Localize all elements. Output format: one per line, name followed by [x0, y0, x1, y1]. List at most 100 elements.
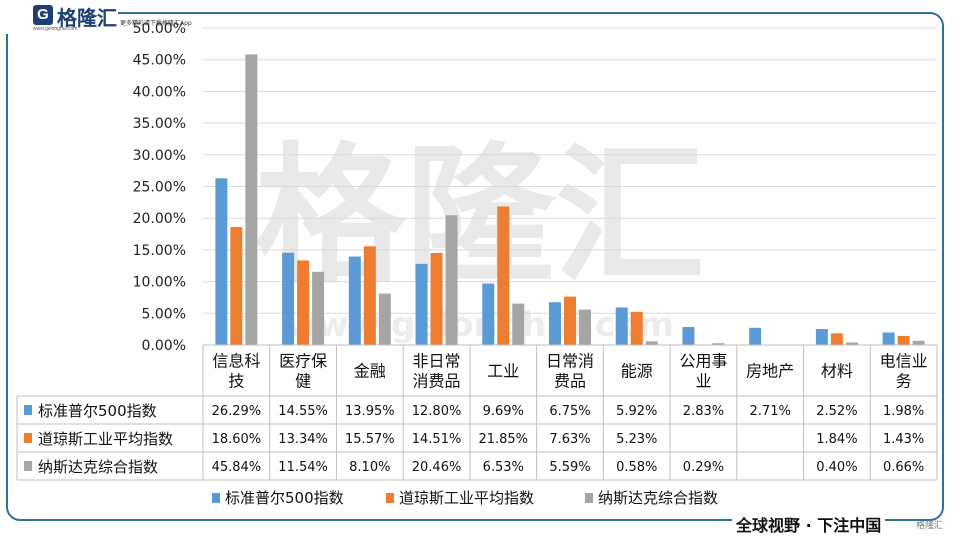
bar	[549, 302, 561, 345]
y-tick-label: 0.00%	[142, 338, 186, 354]
bar	[415, 263, 428, 345]
logo-icon: G	[33, 5, 53, 25]
y-tick-label: 5.00%	[142, 306, 186, 322]
data-label: 2.52%	[816, 404, 857, 419]
footer-slogan: 全球视野 · 下注中国	[732, 512, 886, 536]
data-label: 18.60%	[212, 432, 262, 447]
legend-label: 道琼斯工业平均指数	[399, 489, 534, 507]
data-label: 12.80%	[412, 404, 462, 419]
brand-tagline: 更多精彩请下载格隆汇App	[120, 20, 192, 27]
corner-watermark: 格隆汇	[916, 521, 944, 531]
bar	[579, 309, 591, 345]
bar	[615, 307, 628, 345]
data-label: 13.95%	[345, 404, 395, 419]
bar	[482, 283, 495, 345]
category-label: 健	[295, 372, 311, 391]
row-series-name: 标准普尔500指数	[38, 402, 157, 420]
data-label: 13.34%	[278, 432, 328, 447]
bar	[564, 296, 576, 345]
bar	[312, 271, 325, 345]
y-tick-label: 40.00%	[133, 84, 186, 100]
data-label: 11.54%	[278, 460, 328, 475]
y-tick-label: 30.00%	[133, 148, 186, 164]
y-tick-label: 15.00%	[133, 243, 186, 259]
brand-url: www.gelonghui.com	[33, 26, 78, 32]
data-label: 14.51%	[412, 432, 462, 447]
category-label: 消费品	[413, 372, 461, 391]
category-label: 金融	[354, 362, 386, 381]
legend-swatch	[212, 493, 220, 503]
data-label: 9.69%	[483, 404, 524, 419]
bar	[430, 253, 443, 345]
category-label: 费品	[554, 372, 586, 391]
legend-swatch	[386, 493, 394, 503]
y-tick-label: 35.00%	[133, 116, 186, 132]
y-tick-label: 20.00%	[133, 211, 186, 227]
data-label: 15.57%	[345, 432, 395, 447]
brand-name: 格隆汇	[57, 6, 117, 30]
legend-swatch	[585, 493, 593, 503]
category-label: 日常消	[546, 352, 594, 371]
data-label: 2.83%	[683, 404, 724, 419]
brand-logo: G 格隆汇 www.gelonghui.com	[0, 0, 118, 34]
bar	[749, 327, 762, 345]
row-series-name: 纳斯达克综合指数	[38, 458, 158, 476]
category-label: 房地产	[746, 362, 794, 381]
bar	[245, 54, 258, 346]
bar	[230, 227, 243, 345]
bar	[215, 178, 228, 345]
data-label: 2.71%	[750, 404, 791, 419]
data-label: 0.66%	[883, 460, 924, 475]
bar	[912, 340, 925, 345]
bar	[378, 293, 391, 345]
category-label: 业	[695, 372, 711, 391]
bar	[645, 341, 658, 345]
data-label: 6.53%	[483, 460, 524, 475]
data-label: 7.63%	[549, 432, 590, 447]
data-label: 1.84%	[816, 432, 857, 447]
chart-frame	[6, 12, 944, 521]
y-tick-label: 10.00%	[133, 275, 186, 291]
bar	[297, 260, 310, 345]
category-label: 信息科	[212, 352, 260, 371]
legend-label: 纳斯达克综合指数	[598, 489, 718, 507]
bar	[282, 252, 295, 345]
category-label: 医疗保	[279, 352, 327, 371]
data-label: 8.10%	[349, 460, 390, 475]
bar	[712, 343, 725, 345]
bar	[845, 342, 858, 345]
bar	[363, 246, 376, 345]
bar	[512, 303, 525, 345]
category-label: 工业	[487, 362, 519, 381]
bar	[630, 311, 643, 345]
category-label: 材料	[821, 362, 853, 381]
category-label: 能源	[621, 362, 653, 381]
category-label: 电信业	[880, 352, 928, 371]
data-label: 21.85%	[478, 432, 528, 447]
data-label: 0.29%	[683, 460, 724, 475]
data-label: 45.84%	[212, 460, 262, 475]
category-label: 公用事	[679, 352, 727, 371]
data-label: 26.29%	[212, 404, 262, 419]
y-tick-label: 45.00%	[133, 53, 186, 69]
bar	[830, 333, 843, 345]
data-label: 14.55%	[278, 404, 328, 419]
bar	[445, 215, 458, 345]
row-series-name: 道琼斯工业平均指数	[38, 430, 173, 448]
data-label: 20.46%	[412, 460, 462, 475]
bar	[882, 332, 895, 345]
legend-label: 标准普尔500指数	[225, 489, 344, 507]
data-label: 5.92%	[616, 404, 657, 419]
data-label: 1.98%	[883, 404, 924, 419]
data-label: 1.43%	[883, 432, 924, 447]
data-label: 0.40%	[816, 460, 857, 475]
bar	[682, 327, 695, 345]
row-legend-swatch	[24, 461, 32, 471]
bar	[348, 256, 361, 345]
y-tick-label: 50.00%	[133, 21, 186, 37]
watermark-text: 格隆汇	[255, 130, 705, 304]
data-label: 6.75%	[549, 404, 590, 419]
category-label: 务	[896, 372, 912, 391]
data-label: 5.23%	[616, 432, 657, 447]
